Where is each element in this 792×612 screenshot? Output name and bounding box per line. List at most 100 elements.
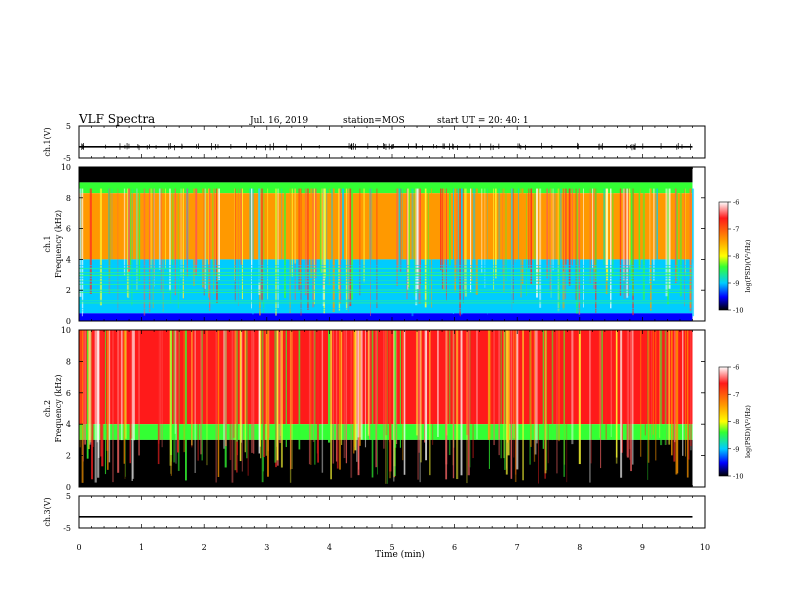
spectrogram-line bbox=[79, 299, 693, 301]
spectrogram-streak bbox=[289, 188, 291, 314]
spectrogram-streak bbox=[234, 188, 236, 302]
y-tick-label: 4 bbox=[66, 420, 71, 429]
spectrogram-streak bbox=[502, 188, 503, 275]
spectrogram-streak bbox=[172, 188, 174, 266]
y-tick-label: 10 bbox=[61, 163, 71, 172]
spectrogram-streak bbox=[104, 330, 107, 475]
spectrogram-streak bbox=[505, 188, 507, 281]
spectrogram-streak bbox=[262, 188, 265, 313]
spectrogram-streak bbox=[294, 188, 296, 301]
y-tick-label: -5 bbox=[63, 154, 71, 163]
spectrogram-line bbox=[79, 268, 693, 270]
spectrogram-streak bbox=[280, 330, 283, 468]
colorbar-label: log(PSD)(V²/Hz) bbox=[744, 405, 752, 458]
spectrogram-band bbox=[79, 167, 693, 183]
spectrogram-streak bbox=[323, 188, 325, 275]
spectrogram-streak bbox=[393, 330, 395, 482]
spectrogram-streak bbox=[460, 330, 463, 476]
spectrogram-streak bbox=[470, 188, 472, 293]
spectrogram-streak bbox=[629, 330, 631, 460]
spectrogram-streak bbox=[101, 330, 104, 467]
spectrogram-streak bbox=[213, 188, 215, 295]
spectrogram-streak bbox=[628, 188, 631, 266]
spectrogram-streak bbox=[464, 188, 466, 292]
spectrogram-streak bbox=[565, 188, 567, 265]
spectrogram-streak bbox=[638, 188, 641, 270]
spectrogram-streak bbox=[664, 330, 667, 445]
y-tick-label: 10 bbox=[61, 326, 71, 335]
spectrogram-streak bbox=[298, 330, 301, 450]
spectrogram-streak bbox=[583, 188, 584, 308]
spectrogram-streak bbox=[316, 330, 318, 454]
spectrogram-streak bbox=[416, 188, 419, 290]
x-tick-label: 7 bbox=[515, 543, 520, 552]
spectrogram-streak bbox=[357, 330, 359, 438]
spectrogram-streak bbox=[467, 330, 470, 476]
spectrogram-streak bbox=[87, 330, 90, 450]
spectrogram-streak bbox=[120, 330, 123, 441]
spectrogram-streak bbox=[360, 330, 363, 440]
station-label: station=MOS bbox=[343, 116, 405, 126]
spectrogram-streak bbox=[418, 330, 420, 453]
spectrogram-streak bbox=[610, 188, 612, 309]
y-tick-label: 6 bbox=[66, 225, 71, 234]
spectrogram-streak bbox=[383, 330, 385, 449]
figure-title: VLF Spectra bbox=[78, 112, 155, 126]
spectrogram-streak bbox=[185, 330, 187, 481]
spectrogram-streak bbox=[562, 188, 564, 272]
spectrogram-streak bbox=[298, 188, 300, 291]
spectrogram-streak bbox=[461, 188, 463, 311]
spectrogram-streak bbox=[131, 188, 133, 306]
spectrogram-streak bbox=[89, 188, 92, 294]
spectrogram-streak bbox=[261, 330, 264, 483]
spectrogram-streak bbox=[82, 330, 84, 462]
spectrogram-streak bbox=[182, 188, 184, 299]
spectrogram-streak bbox=[315, 188, 317, 279]
spectrogram-streak bbox=[469, 330, 471, 468]
x-tick-label: 2 bbox=[202, 543, 207, 552]
spectrogram-streak bbox=[395, 330, 398, 445]
spectrogram-streak bbox=[393, 330, 396, 476]
spectrogram-streak bbox=[336, 330, 339, 469]
start-time-label: start UT = 20: 40: 1 bbox=[437, 116, 529, 126]
spectrogram-line bbox=[79, 290, 693, 292]
spectrogram-streak bbox=[686, 330, 689, 478]
colorbar-label: log(PSD)(V²/Hz) bbox=[744, 239, 752, 292]
spectrogram-streak bbox=[510, 330, 513, 479]
spectrogram-streak bbox=[252, 330, 255, 454]
time-axis: 0 1 2 3 4 5 6 7 8 9 10 bbox=[76, 543, 710, 552]
spectrogram-streak bbox=[408, 188, 411, 289]
spectrogram-streak bbox=[415, 188, 418, 306]
spectrogram-streak bbox=[620, 330, 623, 478]
spectrogram-streak bbox=[475, 188, 478, 295]
y-tick-label: 8 bbox=[66, 194, 71, 203]
spectrogram-streak bbox=[692, 188, 693, 264]
spectrogram-streak bbox=[323, 188, 326, 314]
spectrogram-streak bbox=[299, 188, 302, 286]
spectrogram-line bbox=[79, 300, 693, 302]
y-axis-label: ch.1(V) bbox=[43, 127, 52, 156]
spectrogram-streak bbox=[251, 330, 253, 453]
spectrogram-streak bbox=[117, 188, 119, 311]
spectrogram-streak bbox=[530, 188, 533, 285]
spectrogram-streak bbox=[291, 330, 293, 470]
spectrogram-streak bbox=[459, 188, 461, 316]
spectrogram-streak bbox=[396, 188, 399, 286]
spectrogram-streak bbox=[376, 188, 378, 309]
spectrogram-streak bbox=[445, 188, 447, 296]
spectrogram-streak bbox=[493, 188, 495, 291]
spectrogram-streak bbox=[610, 330, 612, 437]
spectrogram-streak bbox=[466, 330, 468, 484]
spectrogram-streak bbox=[592, 188, 594, 269]
spectrogram-streak bbox=[668, 188, 671, 289]
spectrogram-streak bbox=[333, 188, 335, 267]
spectrogram-streak bbox=[399, 330, 401, 448]
spectrogram-streak bbox=[468, 330, 470, 467]
spectrogram-streak bbox=[402, 330, 404, 461]
spectrogram-streak bbox=[420, 330, 422, 463]
spectrogram-streak bbox=[622, 188, 625, 281]
spectrogram-streak bbox=[239, 330, 242, 462]
spectrogram-streak bbox=[82, 188, 84, 314]
spectrogram-streak bbox=[655, 188, 657, 288]
spectrogram-streak bbox=[186, 188, 188, 277]
